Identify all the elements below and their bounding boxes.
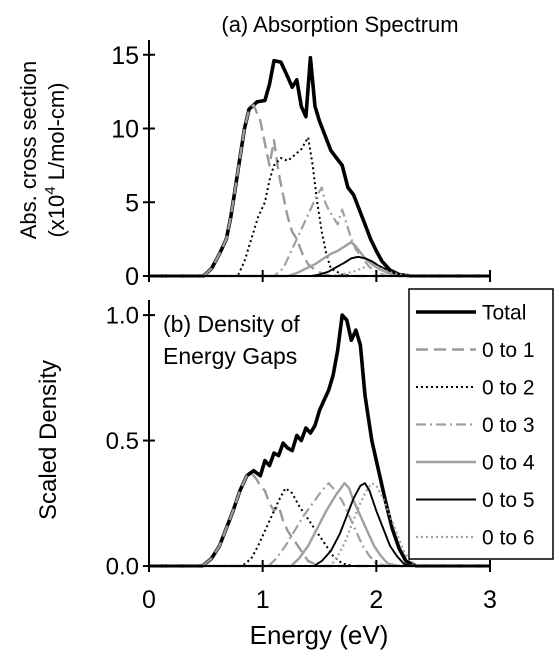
panel-b-ylabel: Scaled Density [35,360,62,520]
panel-a-ylabel-line2: (x104 L/mol-cm) [42,82,69,237]
panel-b-series-0-to-2 [149,487,490,567]
panel-b-y-tick-label: 0.0 [106,554,139,581]
legend-label-0-to-6: 0 to 6 [482,527,535,550]
panel-a-title: (a) Absorption Spectrum [221,12,458,37]
panel-b-x-tick-label: 3 [483,586,497,614]
panel-a-series-0-to-5 [149,255,490,277]
panel-a: (a) Absorption Spectrum Abs. cross secti… [16,12,491,291]
legend-label-0-to-1: 0 to 1 [482,339,535,362]
panel-b-axes [148,300,491,572]
panel-b-y-tick-label: 0.5 [106,428,139,455]
panel-b-x-tick-label: 1 [256,586,270,614]
legend-items: Total 0 to 1 0 to 2 0 to 3 0 to 4 0 to 5 0 to … [416,302,535,550]
panel-a-series-0-to-3 [149,186,490,278]
legend-label-0-to-4: 0 to 4 [482,452,535,475]
panel-b-series-0-to-3 [149,482,490,568]
panel-a-y-tick-label: 15 [111,42,139,70]
panel-a-series [149,55,490,278]
legend: Total 0 to 1 0 to 2 0 to 3 0 to 4 0 to 5 0 to … [408,288,554,560]
panel-b-series-0-to-6 [149,482,490,568]
panel-b-y-tick-label: 1.0 [106,303,139,330]
panel-b-y-ticks: 0.0 0.5 1.0 [106,303,155,581]
ylabel-exponent: 4 [42,186,59,194]
panel-a-y-tick-label: 5 [125,189,139,217]
panel-a-series-0-to-1 [149,103,490,278]
panel-b-annotation-line1: (b) Density of [163,311,300,337]
legend-label-0-to-5: 0 to 5 [482,489,535,512]
panel-b-x-tick-label: 0 [142,586,156,614]
panel-a-y-tick-label: 10 [111,116,139,144]
x-axis-label: Energy (eV) [250,620,389,650]
panel-a-axes [148,40,491,282]
panel-a-y-ticks: 0 5 10 15 [111,42,155,291]
panel-b-series-0-to-5 [149,482,490,567]
legend-frame [408,288,554,560]
panel-b: Scaled Density (b) Density of Energy Gap… [35,288,554,650]
panel-b-annotation-line2: Energy Gaps [163,343,297,369]
panel-b-series-0-to-1 [149,472,490,568]
panel-a-series-0-to-2 [149,136,490,277]
legend-label-0-to-2: 0 to 2 [482,377,535,400]
panel-a-series-0-to-4 [149,240,490,278]
panel-b-series-0-to-4 [149,482,490,568]
panel-a-ylabel-line1: Abs. cross section [16,61,41,240]
panel-b-x-tick-label: 2 [369,586,383,614]
legend-label-total: Total [482,302,526,325]
panel-b-x-ticks: 0 1 2 3 [142,586,497,614]
panel-a-series-total [149,55,490,278]
ylabel-prefix: (x10 [44,195,69,238]
legend-label-0-to-3: 0 to 3 [482,414,535,437]
ylabel-suffix: L/mol-cm) [44,82,69,186]
panel-a-y-tick-label: 0 [125,263,139,291]
panel-b-series [149,313,490,568]
